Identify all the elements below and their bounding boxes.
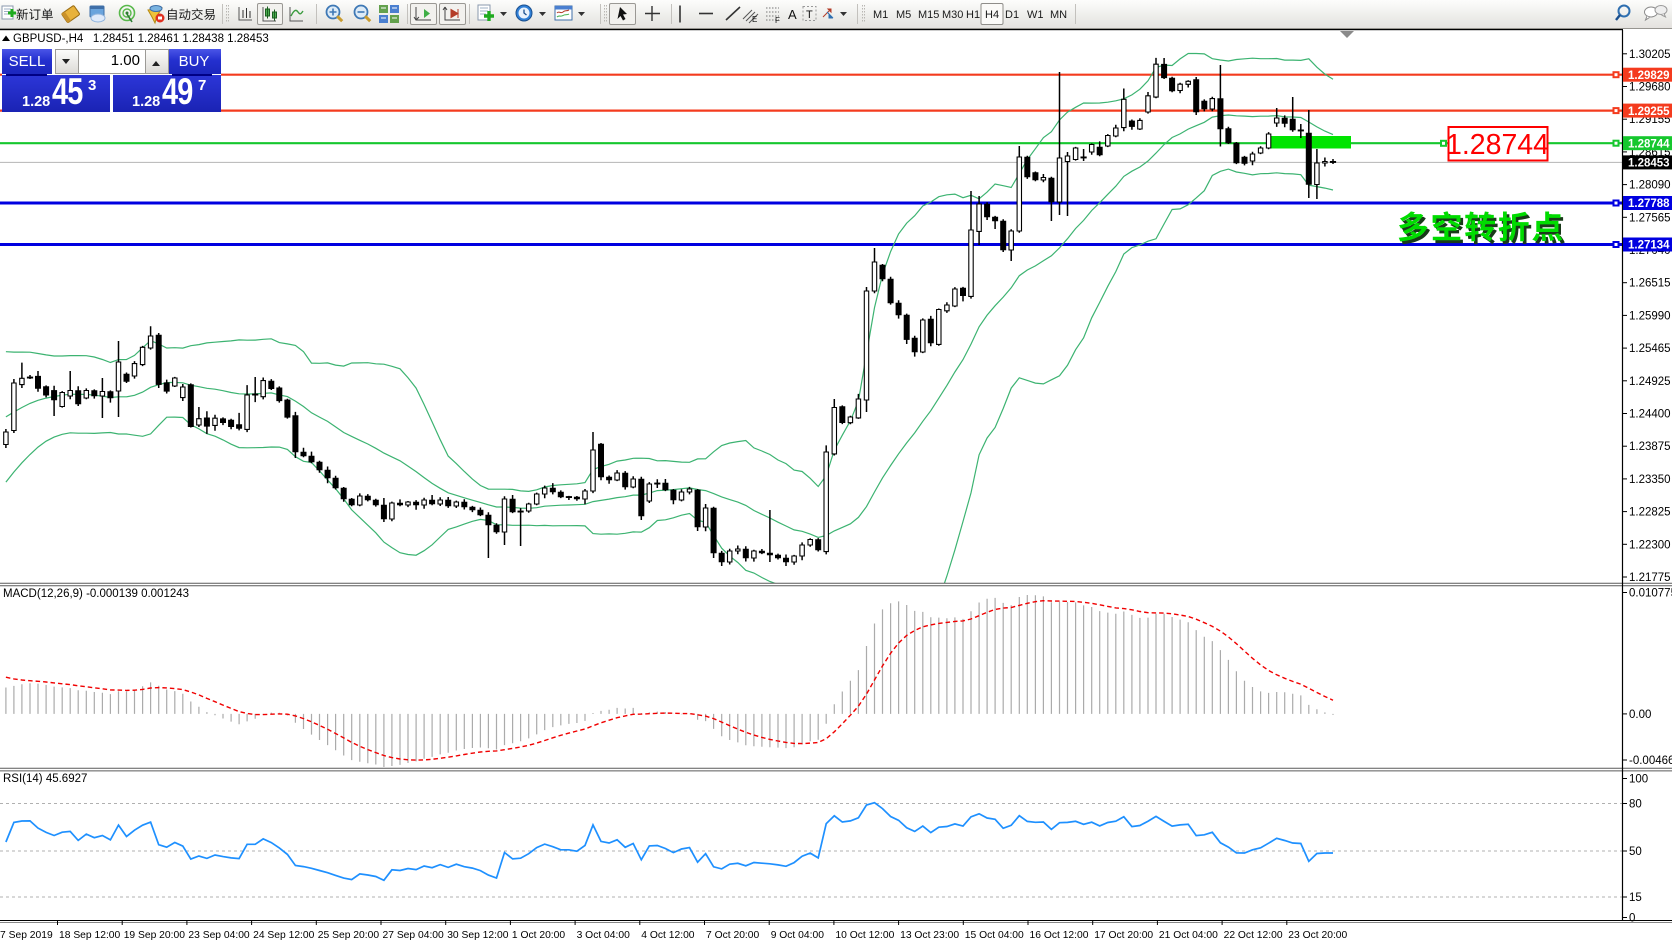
svg-text:M30: M30 (942, 9, 963, 21)
svg-text:1.21775: 1.21775 (1629, 572, 1671, 584)
svg-text:1.29829: 1.29829 (1628, 70, 1670, 82)
svg-text:1.27565: 1.27565 (1629, 212, 1671, 224)
svg-text:1.25465: 1.25465 (1629, 343, 1671, 355)
svg-text:100: 100 (1629, 774, 1648, 786)
svg-text:GBPUSD-,H4 1.28451 1.28461 1: GBPUSD-,H4 1.28451 1.28461 1.28438 1.284… (13, 33, 269, 45)
svg-text:23 Sep 04:00: 23 Sep 04:00 (188, 930, 250, 941)
svg-text:3 Oct 04:00: 3 Oct 04:00 (577, 930, 631, 941)
svg-text:15: 15 (1629, 892, 1642, 904)
svg-text:15 Oct 04:00: 15 Oct 04:00 (965, 930, 1024, 941)
svg-text:7 Oct 20:00: 7 Oct 20:00 (706, 930, 760, 941)
svg-text:80: 80 (1629, 799, 1642, 811)
svg-text:1.22300: 1.22300 (1629, 539, 1671, 551)
svg-text:1.29255: 1.29255 (1628, 106, 1670, 118)
svg-text:1.24400: 1.24400 (1629, 409, 1671, 421)
svg-text:24 Sep 12:00: 24 Sep 12:00 (253, 930, 315, 941)
svg-text:MACD(12,26,9) -0.000139 0.0012: MACD(12,26,9) -0.000139 0.001243 (3, 588, 189, 600)
svg-text:E: E (752, 15, 757, 24)
svg-text:1.23875: 1.23875 (1629, 441, 1671, 453)
svg-text:1.27134: 1.27134 (1628, 240, 1670, 252)
svg-text:22 Oct 12:00: 22 Oct 12:00 (1224, 930, 1283, 941)
svg-text:13 Oct 23:00: 13 Oct 23:00 (900, 930, 959, 941)
svg-text:17 Sep 2019: 17 Sep 2019 (0, 930, 53, 941)
svg-text:W1: W1 (1027, 9, 1044, 21)
svg-text:1.28453: 1.28453 (1628, 158, 1670, 170)
svg-text:25 Sep 20:00: 25 Sep 20:00 (318, 930, 380, 941)
svg-text:M1: M1 (873, 9, 888, 21)
svg-text:1.29680: 1.29680 (1629, 82, 1671, 94)
svg-text:9 Oct 04:00: 9 Oct 04:00 (771, 930, 825, 941)
svg-text:M15: M15 (918, 9, 939, 21)
svg-text:21 Oct 04:00: 21 Oct 04:00 (1159, 930, 1218, 941)
svg-text:19 Sep 20:00: 19 Sep 20:00 (124, 930, 186, 941)
svg-text:0: 0 (1629, 913, 1635, 925)
svg-text:1.28090: 1.28090 (1629, 180, 1671, 192)
svg-text:1.30205: 1.30205 (1629, 49, 1671, 61)
svg-text:H1: H1 (966, 9, 980, 21)
svg-text:M5: M5 (896, 9, 911, 21)
svg-text:1.28744: 1.28744 (1446, 129, 1549, 161)
svg-text:4 Oct 12:00: 4 Oct 12:00 (641, 930, 695, 941)
svg-text:1.27788: 1.27788 (1628, 198, 1670, 210)
svg-text:30 Sep 12:00: 30 Sep 12:00 (447, 930, 509, 941)
svg-text:RSI(14) 45.6927: RSI(14) 45.6927 (3, 773, 87, 785)
svg-text:1.25990: 1.25990 (1629, 310, 1671, 322)
svg-text:D1: D1 (1005, 9, 1019, 21)
svg-text:17 Oct 20:00: 17 Oct 20:00 (1094, 930, 1153, 941)
svg-text:18 Sep 12:00: 18 Sep 12:00 (59, 930, 121, 941)
svg-text:10 Oct 12:00: 10 Oct 12:00 (835, 930, 894, 941)
svg-text:1.28744: 1.28744 (1628, 138, 1670, 150)
svg-text:T: T (806, 9, 813, 21)
svg-text:27 Sep 04:00: 27 Sep 04:00 (383, 930, 445, 941)
svg-text:0.00: 0.00 (1629, 709, 1651, 721)
svg-text:A: A (788, 7, 797, 22)
svg-text:H4: H4 (985, 9, 999, 21)
svg-text:MN: MN (1050, 9, 1067, 21)
svg-text:1.24925: 1.24925 (1629, 376, 1671, 388)
svg-text:1 Oct 20:00: 1 Oct 20:00 (512, 930, 566, 941)
svg-text:1.26515: 1.26515 (1629, 278, 1671, 290)
svg-text:23 Oct 20:00: 23 Oct 20:00 (1288, 930, 1347, 941)
svg-text:1.23350: 1.23350 (1629, 474, 1671, 486)
svg-text:50: 50 (1629, 846, 1642, 858)
svg-text:16 Oct 12:00: 16 Oct 12:00 (1030, 930, 1089, 941)
svg-text:1.22825: 1.22825 (1629, 507, 1671, 519)
svg-text:-0.004668: -0.004668 (1629, 755, 1672, 767)
svg-text:0.010775: 0.010775 (1629, 588, 1672, 600)
svg-text:F: F (775, 16, 780, 25)
